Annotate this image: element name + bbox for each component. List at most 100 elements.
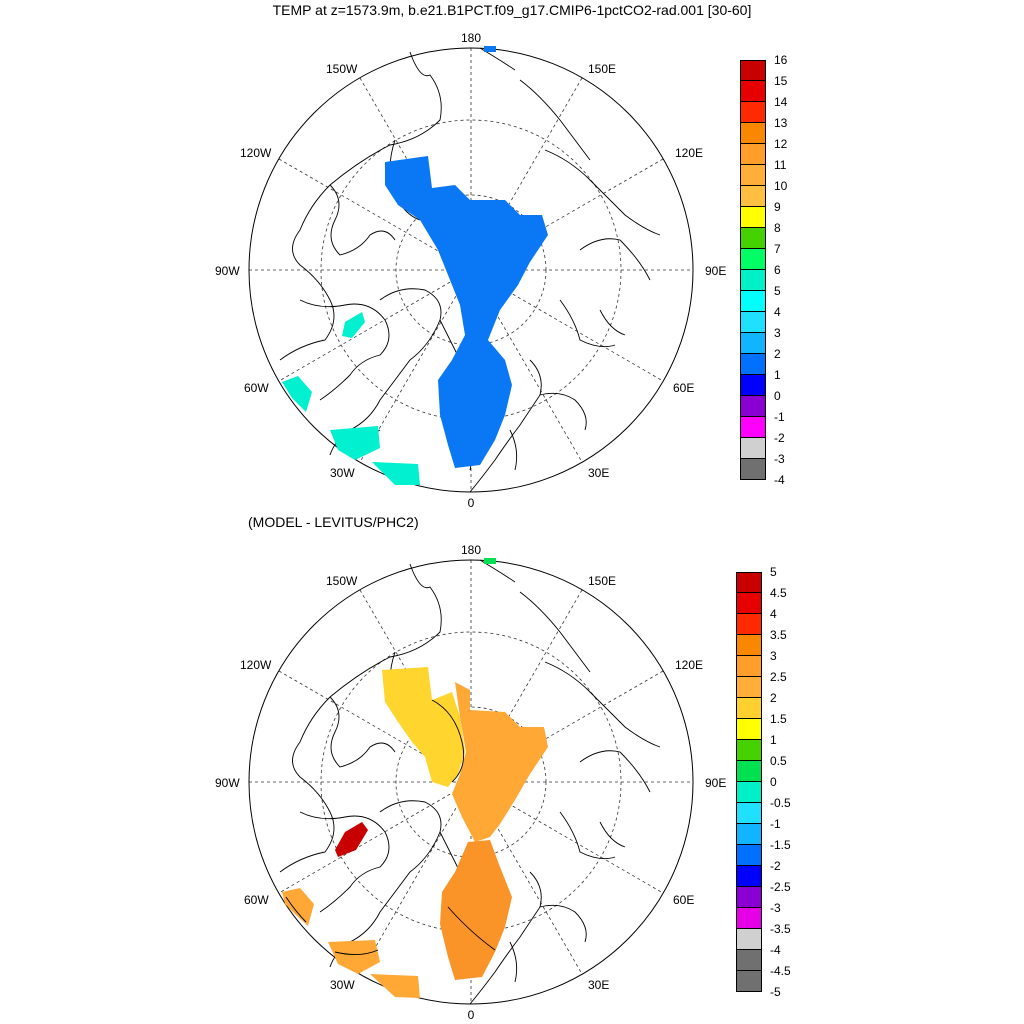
coastlines <box>279 559 661 1005</box>
legend-swatch <box>740 186 766 207</box>
legend-swatch <box>736 572 762 593</box>
legend-label: -1.5 <box>770 838 791 852</box>
lon-label-90e: 90E <box>705 776 726 790</box>
zero-contours <box>285 699 496 955</box>
difference-patch-north <box>484 558 496 564</box>
lon-label-30w: 30W <box>330 978 355 992</box>
legend-swatch <box>736 866 762 887</box>
legend-label: 9 <box>774 200 781 214</box>
legend-swatch <box>740 102 766 123</box>
legend-swatch <box>740 354 766 375</box>
legend-swatch <box>736 740 762 761</box>
legend-swatch <box>736 929 762 950</box>
legend-swatch <box>740 270 766 291</box>
difference-field <box>282 558 548 998</box>
legend-swatch <box>736 887 762 908</box>
lon-label-60w: 60W <box>244 381 269 395</box>
lon-label-0: 0 <box>468 496 475 510</box>
legend-swatch <box>740 228 766 249</box>
difference-patch-south <box>370 974 420 998</box>
legend-label: -2 <box>770 859 781 873</box>
map-boundary-circle <box>248 47 694 493</box>
page-title: TEMP at z=1573.9m, b.e21.B1PCT.f09_g17.C… <box>272 2 752 18</box>
legend-swatch <box>740 333 766 354</box>
legend-label: -0.5 <box>770 796 791 810</box>
legend-label: -2.5 <box>770 880 791 894</box>
lon-label-90e: 90E <box>705 264 726 278</box>
legend-label: -1 <box>774 410 785 424</box>
temperature-patch-north <box>484 46 496 52</box>
legend-swatch <box>736 698 762 719</box>
legend-label: 8 <box>774 221 781 235</box>
legend-swatch <box>740 291 766 312</box>
temperature-patch-southwest <box>330 426 380 460</box>
data-field <box>282 46 548 485</box>
lon-label-60w: 60W <box>244 893 269 907</box>
temperature-patch-west <box>282 376 312 412</box>
legend-swatch <box>736 614 762 635</box>
longitude-labels: 180 150E 120E 90E 60E 30E 0 30W 60W 90W … <box>215 31 726 510</box>
legend-label: 4.5 <box>770 586 787 600</box>
legend-swatch <box>740 417 766 438</box>
difference-patch-southwest <box>328 940 380 974</box>
lon-label-30w: 30W <box>330 466 355 480</box>
bottom-polar-map: 180 150E 120E 90E 60E 30E 0 30W 60W 90W … <box>215 543 726 1022</box>
legend-swatch <box>740 375 766 396</box>
legend-label: 16 <box>774 53 788 67</box>
legend-swatch <box>736 803 762 824</box>
legend-swatch <box>740 81 766 102</box>
top-polar-map: 180 150E 120E 90E 60E 30E 0 30W 60W 90W … <box>215 31 726 510</box>
lon-label-120w: 120W <box>240 658 272 672</box>
legend-label: -4.5 <box>770 964 791 978</box>
legend-swatch <box>736 971 762 992</box>
legend-swatch <box>736 824 762 845</box>
legend-swatch <box>740 249 766 270</box>
temperature-patch-south <box>372 462 420 485</box>
lon-label-150w: 150W <box>326 574 358 588</box>
lon-label-120e: 120E <box>675 146 703 160</box>
legend-swatch <box>740 165 766 186</box>
legend-label: -2 <box>774 431 785 445</box>
legend-swatch <box>736 908 762 929</box>
legend-label: -4 <box>774 473 785 487</box>
legend-label: 14 <box>774 95 788 109</box>
legend-swatch <box>740 396 766 417</box>
legend-label: 7 <box>774 242 781 256</box>
legend-label: 11 <box>774 158 787 172</box>
lon-label-150e: 150E <box>588 62 616 76</box>
legend-swatch <box>740 312 766 333</box>
legend-swatch <box>736 635 762 656</box>
legend-label: 4 <box>774 305 781 319</box>
lon-label-180: 180 <box>461 31 481 45</box>
lon-label-120w: 120W <box>240 146 272 160</box>
legend-label: 1 <box>774 368 781 382</box>
longitude-labels: 180 150E 120E 90E 60E 30E 0 30W 60W 90W … <box>215 543 726 1022</box>
legend-label: 1 <box>770 733 777 747</box>
legend-label: 13 <box>774 116 788 130</box>
lon-label-30e: 30E <box>588 466 609 480</box>
top-color-legend: 16 15 14 13 12 11 10 9 8 7 6 5 4 3 2 1 0 -1 -2 -3 -4 <box>740 54 800 490</box>
legend-label: -3.5 <box>770 922 791 936</box>
legend-label: 3 <box>770 649 777 663</box>
difference-patch-west <box>282 888 314 926</box>
lon-label-90w: 90W <box>215 776 240 790</box>
legend-swatch <box>740 459 766 480</box>
lon-label-90w: 90W <box>215 264 240 278</box>
legend-swatch <box>736 719 762 740</box>
legend-swatch <box>740 60 766 81</box>
legend-swatch <box>740 144 766 165</box>
legend-label: 12 <box>774 137 788 151</box>
legend-label: 0.5 <box>770 754 787 768</box>
legend-label: 5 <box>770 565 777 579</box>
legend-swatch <box>736 782 762 803</box>
legend-label: 5 <box>774 284 781 298</box>
temperature-basin-field <box>385 156 548 468</box>
legend-label: -3 <box>770 901 781 915</box>
legend-swatch <box>740 207 766 228</box>
legend-label: -1 <box>770 817 781 831</box>
legend-label: 3 <box>774 326 781 340</box>
difference-red-patch <box>335 822 368 857</box>
legend-swatch <box>736 845 762 866</box>
legend-label: 3.5 <box>770 628 787 642</box>
legend-label: -4 <box>770 943 781 957</box>
